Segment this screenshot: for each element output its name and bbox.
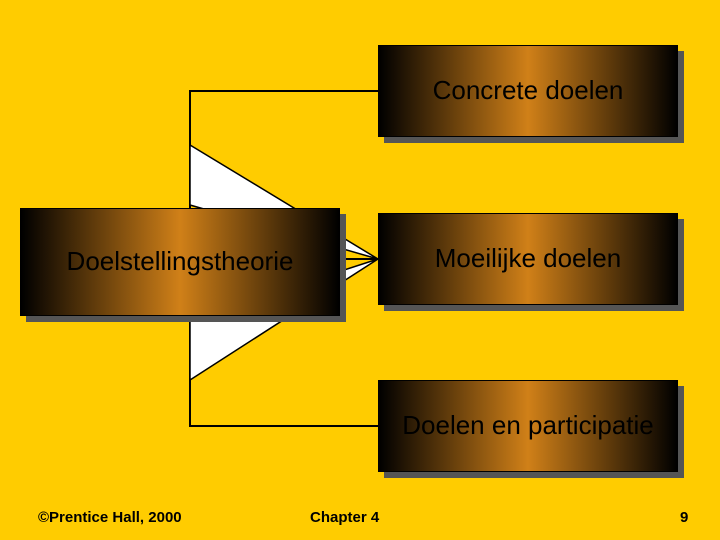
footer-right: 9	[680, 509, 688, 526]
slide: Doelstellingstheorie Concrete doelen Moe…	[0, 0, 720, 540]
footer-center: Chapter 4	[310, 509, 379, 526]
main-box-label: Doelstellingstheorie	[67, 247, 294, 277]
right-box-0: Concrete doelen	[378, 45, 678, 137]
right-box-1: Moeilijke doelen	[378, 213, 678, 305]
right-box-2: Doelen en participatie	[378, 380, 678, 472]
right-box-0-label: Concrete doelen	[433, 76, 624, 106]
main-box: Doelstellingstheorie	[20, 208, 340, 316]
footer-left: ©Prentice Hall, 2000	[38, 509, 182, 526]
right-box-1-label: Moeilijke doelen	[435, 244, 621, 274]
right-box-2-label: Doelen en participatie	[402, 411, 654, 441]
